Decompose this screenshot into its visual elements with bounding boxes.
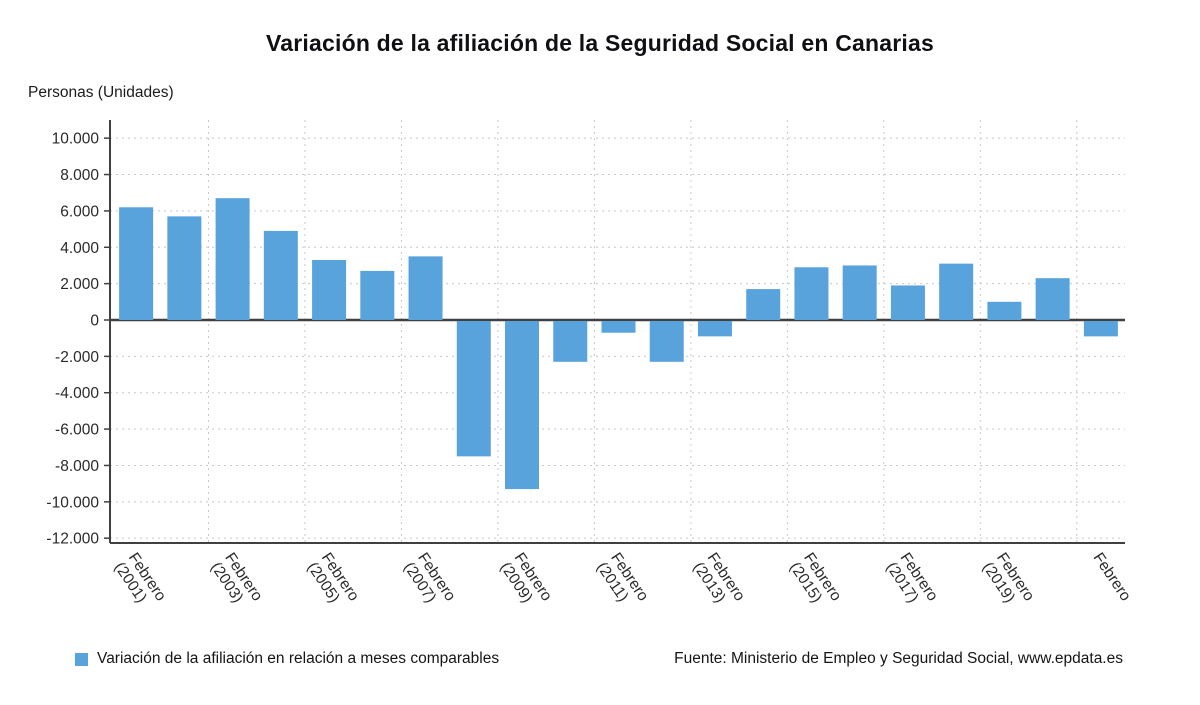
x-tick-label: Febrero(2015) [786,550,845,614]
x-tick-label: Febrero(2007) [400,550,459,614]
bar-chart-svg: 10.000 8.000 6.000 4.000 2.000 0 -2.000 -4.000 -… [46,120,1134,614]
y-tick-label: -10.000 [46,494,99,511]
legend-row: Variación de la afiliación en relación a… [75,650,1123,668]
legend-entry: Variación de la afiliación en relación a… [75,650,499,668]
bar [1083,321,1118,337]
bar [312,260,347,320]
y-tick-label: -6.000 [55,422,99,439]
y-tick-label: -4.000 [55,385,99,402]
bar [601,321,636,333]
x-tick-label: Febrero(2009) [497,550,556,614]
legend-label: Variación de la afiliación en relación a… [97,650,500,667]
bar [649,321,684,362]
bar [1035,278,1070,320]
bar [456,321,491,457]
bar [553,321,588,362]
bar [360,270,395,320]
bar [119,207,154,320]
x-tick-label: Febrero(2003) [207,550,266,614]
source-text: Fuente: Ministerio de Empleo y Seguridad… [674,650,1123,667]
x-tick-label: Febrero(2017) [883,550,942,614]
y-tick-label: 8.000 [60,167,99,184]
x-tick-label: Febrero [1090,550,1134,605]
x-tick-label: Febrero(2011) [593,550,652,614]
x-tick-label: Febrero(2019) [979,550,1038,614]
bar [794,267,829,320]
y-tick-label: -12.000 [46,531,99,548]
y-tick-label: 6.000 [60,203,99,220]
y-tick-label: 2.000 [60,276,99,293]
bar [939,263,974,320]
y-tick-label: -2.000 [55,349,99,366]
bar [987,301,1022,320]
y-axis-unit-label: Personas (Unidades) [28,84,174,101]
y-tick-label: 4.000 [60,240,99,257]
y-tick-label: 10.000 [52,131,100,148]
bar [408,256,443,320]
bar [167,216,202,320]
x-tick-label: Febrero(2005) [304,550,363,614]
bar [697,321,732,337]
chart-title: Variación de la afiliación de la Segurid… [266,30,934,56]
bar [842,265,877,320]
bar [505,321,540,490]
bar [263,230,298,320]
y-tick-label: 0 [90,313,99,330]
x-tick-label: Febrero(2013) [690,550,749,614]
bar [746,289,781,320]
bar [215,198,250,320]
y-tick-label: -8.000 [55,458,99,475]
x-tick-label: Febrero(2001) [111,550,170,614]
bar [890,285,925,320]
legend-swatch [75,652,88,666]
